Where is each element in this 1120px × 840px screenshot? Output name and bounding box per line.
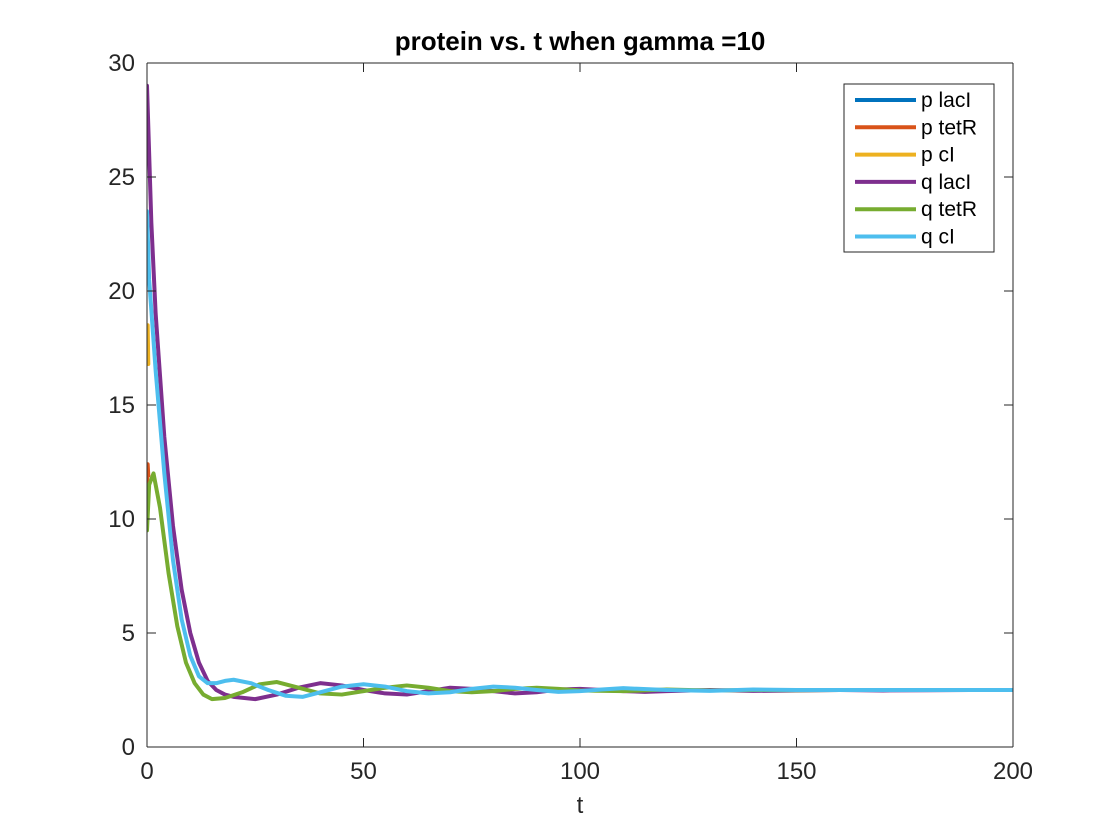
x-tick-label: 50 — [350, 758, 377, 785]
x-tick-label: 0 — [140, 758, 153, 785]
legend-label: q cI — [921, 226, 955, 249]
y-tick-label: 30 — [108, 50, 135, 77]
chart-title: protein vs. t when gamma =10 — [395, 26, 766, 56]
legend-label: q lacI — [921, 171, 971, 194]
x-tick-label: 200 — [993, 758, 1033, 785]
y-tick-label: 20 — [108, 278, 135, 305]
legend-label: p lacI — [921, 89, 971, 112]
y-tick-label: 15 — [108, 392, 135, 419]
y-tick-label: 10 — [108, 506, 135, 533]
series-line-q-ci — [147, 209, 1013, 699]
legend-box — [843, 83, 995, 253]
y-tick-label: 0 — [122, 734, 135, 761]
x-tick-label: 150 — [776, 758, 816, 785]
legend: p lacI p tetR p cI q lacI q tetR q cI — [843, 83, 995, 253]
legend-label: p tetR — [921, 116, 977, 139]
y-tick-label: 25 — [108, 164, 135, 191]
x-axis-label: t — [577, 792, 584, 819]
x-tick-label: 100 — [560, 758, 600, 785]
y-tick-label: 5 — [122, 620, 135, 647]
legend-label: q tetR — [921, 198, 977, 221]
legend-label: p cI — [921, 144, 955, 167]
series-group — [147, 83, 1013, 702]
